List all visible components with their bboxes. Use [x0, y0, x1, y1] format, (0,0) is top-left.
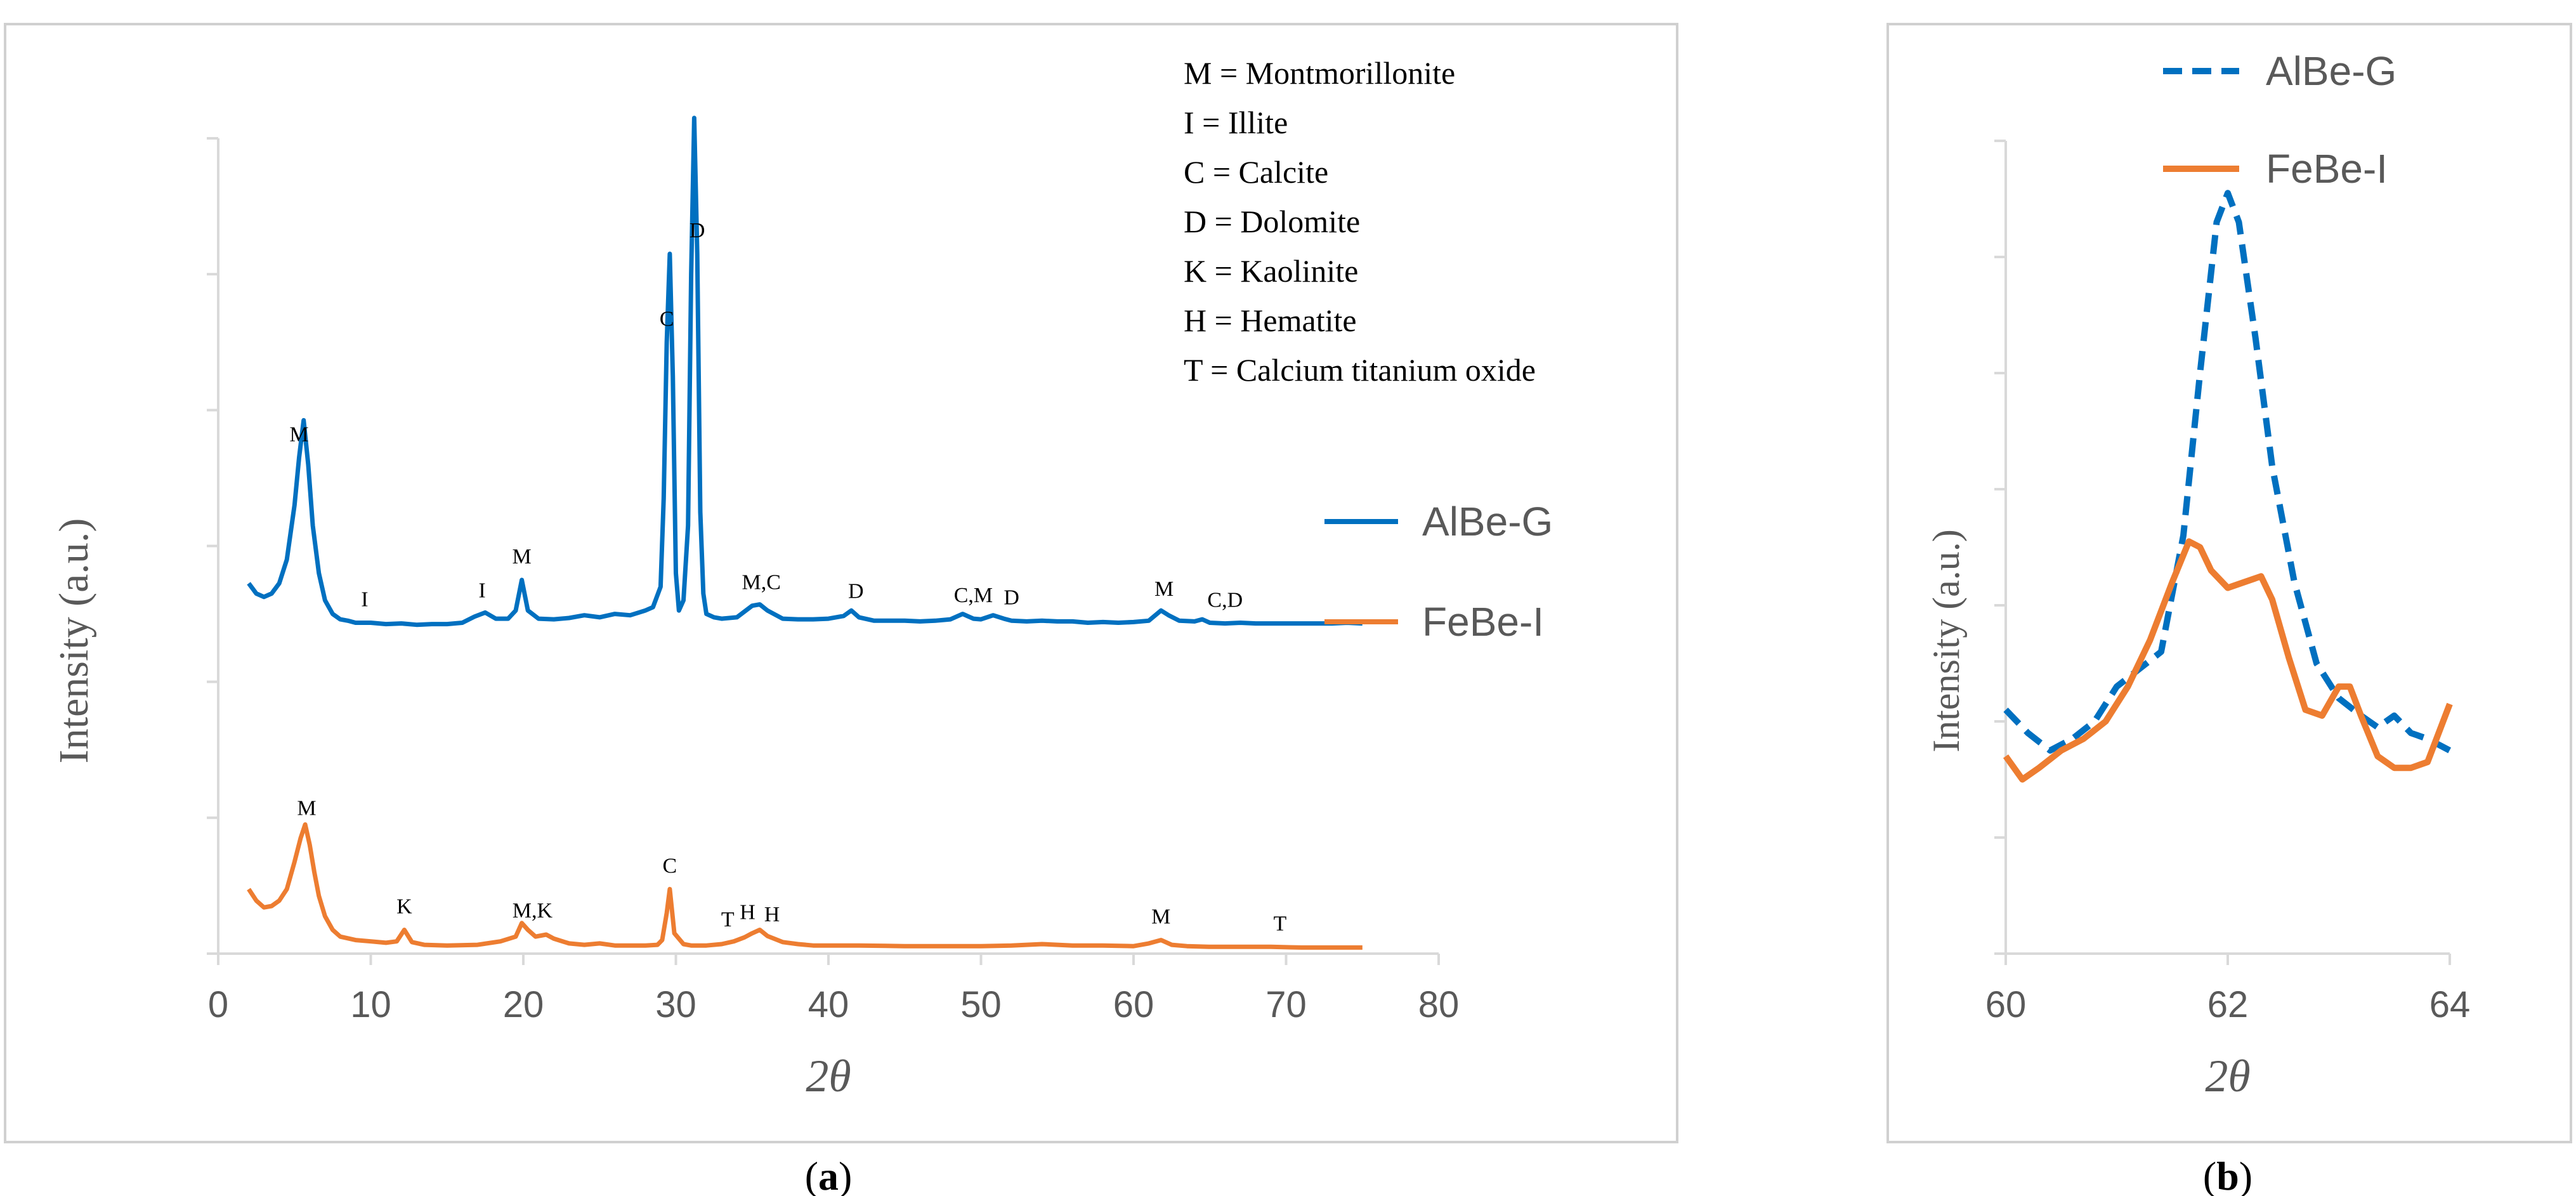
panel-b-y-axis-title: Intensity (a.u.) [1925, 529, 1967, 752]
series-line-febe-i [247, 822, 1363, 950]
panel-a-frame [4, 23, 1678, 1143]
phase-key-entry: C = Calcite [1184, 154, 1328, 190]
panel-a-x-tick-label: 40 [808, 984, 849, 1025]
peak-label: T [1273, 912, 1286, 936]
panel-b-x-axis-title: 2θ [2205, 1051, 2250, 1101]
peak-label: M,C [742, 571, 780, 595]
series-line-albe-g [247, 115, 1363, 628]
phase-key-entry: H = Hematite [1184, 303, 1357, 338]
panel-a-y-axis-title: Intensity (a.u.) [51, 518, 97, 764]
peak-label: M,K [513, 899, 553, 923]
panel-a-x-tick-label: 20 [503, 984, 544, 1025]
peak-label: H [740, 901, 755, 924]
panel-b-frame [1886, 23, 2572, 1143]
legend-label-febe-i: FeBe-I [2266, 146, 2388, 192]
panel-a-x-tick-label: 10 [350, 984, 391, 1025]
panel-a-x-tick-label: 50 [960, 984, 1002, 1025]
panel-a-label: (a) [805, 1153, 853, 1196]
peak-label: M [1151, 905, 1170, 929]
peak-label: H [764, 903, 780, 926]
peak-label: M [512, 545, 531, 568]
panel-a-x-tick-label: 0 [208, 984, 228, 1025]
panel-b-legend: AlBe-G FeBe-I [2163, 48, 2396, 192]
peak-label: T [721, 908, 735, 931]
peak-label: D [690, 219, 705, 242]
panel-b-x-tick-label: 62 [2207, 984, 2249, 1025]
panel-a-x-tick-labels: 0 10 20 30 40 50 60 70 80 [208, 984, 1459, 1025]
panel-a-x-tick-label: 30 [655, 984, 696, 1025]
panel-a-axes [207, 137, 1440, 965]
panel-b-series [2003, 190, 2453, 783]
panel-b-x-tick-label: 64 [2429, 984, 2471, 1025]
panel-b: 60 62 64 Intensity (a.u.) 2θ AlBe-G FeBe-I [1886, 23, 2572, 1143]
peak-label: M [289, 423, 308, 446]
legend-label-albe-g: AlBe-G [2266, 48, 2396, 94]
panel-b-x-tick-labels: 60 62 64 [1985, 984, 2471, 1025]
panel-b-axes [1994, 140, 2451, 965]
phase-key-entry: I = Illite [1184, 105, 1288, 140]
peak-label: M [297, 796, 316, 820]
phase-key-entry: M = Montmorillonite [1184, 55, 1455, 91]
panel-a-x-axis-title: 2θ [806, 1051, 851, 1101]
peak-label: D [1004, 586, 1019, 609]
phase-key: M = Montmorillonite I = Illite C = Calcite… [1184, 55, 1536, 388]
panel-a-x-tick-label: 80 [1418, 984, 1460, 1025]
phase-key-entry: K = Kaolinite [1184, 253, 1358, 289]
peak-label: K [396, 895, 412, 919]
phase-key-entry: T = Calcium titanium oxide [1184, 352, 1536, 388]
legend-label-febe-i: FeBe-I [1422, 599, 1544, 645]
peak-label: C,D [1207, 589, 1243, 612]
panel-a-x-tick-label: 60 [1113, 984, 1154, 1025]
panel-a-legend: AlBe-G FeBe-I [1324, 499, 1553, 645]
panel-b-label: (b) [2203, 1153, 2252, 1196]
peak-label: I [361, 588, 368, 612]
panel-b-x-tick-label: 60 [1985, 984, 2027, 1025]
peak-label: I [478, 579, 485, 602]
peak-label: D [848, 580, 864, 603]
panel-a-x-tick-label: 70 [1265, 984, 1307, 1025]
peak-label: C [663, 854, 677, 877]
peak-label: C [660, 307, 674, 331]
panel-a-series [247, 115, 1363, 950]
legend-label-albe-g: AlBe-G [1422, 499, 1553, 544]
peak-label: M [1154, 577, 1174, 601]
series-line-febe-i [2003, 538, 2453, 783]
peak-label: C,M [954, 584, 993, 607]
phase-key-entry: D = Dolomite [1184, 204, 1360, 239]
